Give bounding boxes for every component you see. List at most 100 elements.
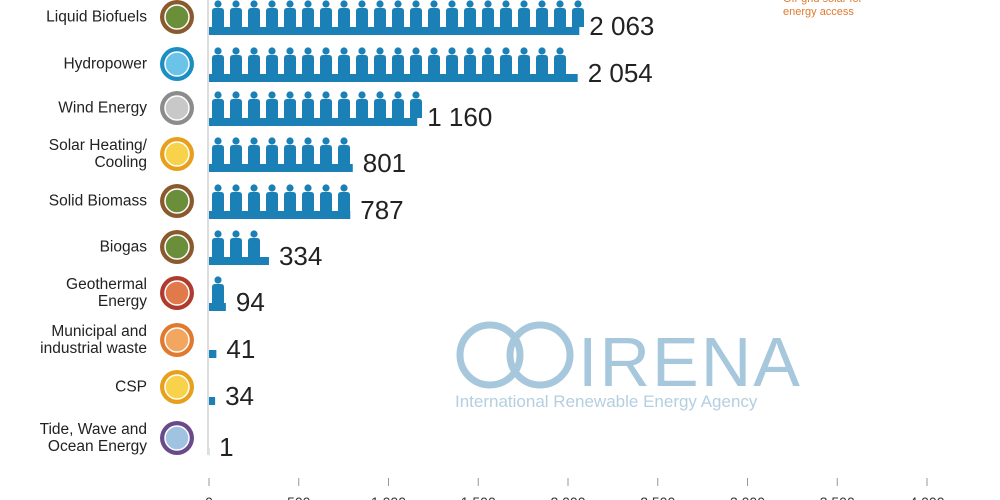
bar bbox=[209, 257, 269, 265]
person-body bbox=[320, 145, 332, 164]
person-body bbox=[266, 192, 278, 211]
person-body bbox=[356, 99, 368, 118]
person-body bbox=[212, 8, 224, 27]
watermark-logo bbox=[456, 321, 574, 389]
value-label: 787 bbox=[360, 195, 403, 225]
person-body bbox=[248, 145, 260, 164]
category-label: Tide, Wave and Ocean Energy bbox=[39, 421, 147, 455]
person-head bbox=[340, 0, 348, 8]
person-body bbox=[320, 192, 332, 211]
person-body bbox=[572, 8, 584, 27]
person-body bbox=[338, 99, 350, 118]
person-head bbox=[394, 0, 402, 8]
person-body bbox=[212, 192, 224, 211]
category-label: Hydropower bbox=[63, 55, 147, 73]
person-body bbox=[302, 192, 314, 211]
person-head bbox=[232, 184, 240, 192]
person-head bbox=[268, 47, 276, 55]
category-icon-inner bbox=[164, 374, 190, 400]
person-body bbox=[500, 55, 512, 74]
person-body bbox=[230, 99, 242, 118]
category-label: Liquid Biofuels bbox=[46, 8, 147, 26]
pictogram bbox=[212, 230, 260, 257]
person-body bbox=[374, 8, 386, 27]
person-head bbox=[304, 184, 312, 192]
person-head bbox=[322, 91, 330, 99]
person-body bbox=[446, 55, 458, 74]
category-label: Municipal and industrial waste bbox=[40, 323, 147, 357]
person-head bbox=[250, 0, 258, 8]
person-head bbox=[466, 47, 474, 55]
value-label: 94 bbox=[236, 287, 265, 317]
person-body bbox=[410, 8, 422, 27]
person-body bbox=[338, 192, 350, 211]
person-head bbox=[466, 0, 474, 8]
person-body bbox=[230, 238, 242, 257]
person-body bbox=[518, 55, 530, 74]
bar bbox=[209, 350, 217, 358]
person-head bbox=[232, 0, 240, 8]
person-body bbox=[212, 55, 224, 74]
person-body bbox=[464, 8, 476, 27]
person-head bbox=[502, 0, 510, 8]
person-body bbox=[248, 55, 260, 74]
person-head bbox=[412, 47, 420, 55]
category-icon-inner bbox=[164, 234, 190, 260]
category-icon-inner bbox=[164, 95, 190, 121]
pictogram bbox=[212, 276, 224, 303]
category-label: Wind Energy bbox=[58, 99, 147, 117]
person-head bbox=[340, 137, 348, 145]
person-body bbox=[392, 99, 404, 118]
person-head bbox=[340, 47, 348, 55]
person-head bbox=[214, 47, 222, 55]
person-head bbox=[268, 184, 276, 192]
person-body bbox=[338, 55, 350, 74]
person-body bbox=[284, 192, 296, 211]
category-icon-inner bbox=[164, 280, 190, 306]
x-tick-label: 1 500 bbox=[461, 494, 496, 500]
person-head bbox=[448, 0, 456, 8]
person-head bbox=[340, 184, 348, 192]
person-head bbox=[448, 47, 456, 55]
person-body bbox=[338, 145, 350, 164]
person-body bbox=[428, 55, 440, 74]
bar bbox=[209, 118, 418, 126]
person-head bbox=[214, 230, 222, 238]
x-tick-label: 500 bbox=[287, 494, 311, 500]
person-body bbox=[284, 99, 296, 118]
x-tick-label: 0 bbox=[205, 494, 213, 500]
value-label: 801 bbox=[363, 148, 406, 178]
person-head bbox=[376, 0, 384, 8]
person-head bbox=[394, 91, 402, 99]
person-head bbox=[322, 184, 330, 192]
person-body bbox=[554, 8, 566, 27]
pictogram bbox=[212, 47, 566, 74]
person-head bbox=[232, 47, 240, 55]
category-label: Solar Heating/ Cooling bbox=[48, 137, 147, 171]
person-head bbox=[286, 137, 294, 145]
person-body bbox=[302, 99, 314, 118]
person-body bbox=[338, 8, 350, 27]
person-head bbox=[250, 184, 258, 192]
person-head bbox=[214, 0, 222, 8]
person-body bbox=[212, 145, 224, 164]
pictogram bbox=[212, 91, 422, 118]
person-head bbox=[394, 47, 402, 55]
bar bbox=[209, 211, 351, 219]
person-body bbox=[374, 55, 386, 74]
category-icon-inner bbox=[164, 141, 190, 167]
category-icon-inner bbox=[164, 188, 190, 214]
person-head bbox=[484, 47, 492, 55]
person-body bbox=[320, 99, 332, 118]
watermark-subtitle: International Renewable Energy Agency bbox=[455, 392, 758, 411]
person-body bbox=[356, 55, 368, 74]
pictogram bbox=[212, 137, 350, 164]
value-label: 1 160 bbox=[427, 102, 492, 132]
x-tick-label: 3 000 bbox=[730, 494, 765, 500]
person-body bbox=[302, 55, 314, 74]
person-body bbox=[320, 8, 332, 27]
person-body bbox=[518, 8, 530, 27]
person-body bbox=[356, 8, 368, 27]
person-body bbox=[464, 55, 476, 74]
